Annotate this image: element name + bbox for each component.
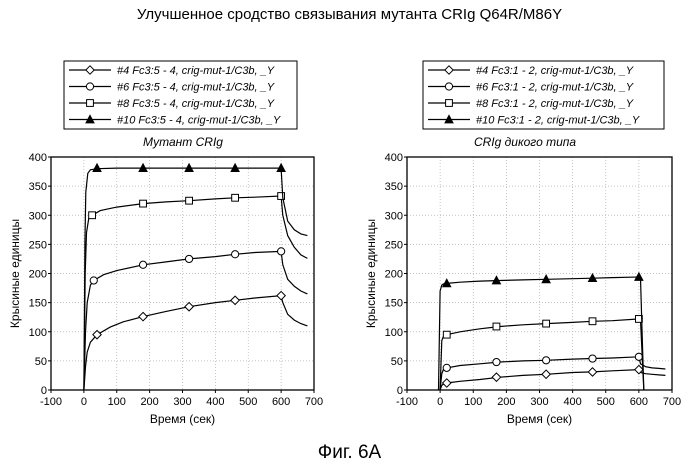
series-line-1 <box>440 370 665 390</box>
x-axis-label: Время (сек) <box>150 412 215 426</box>
x-tick-label: 700 <box>663 396 681 408</box>
x-tick-label: 600 <box>630 396 648 408</box>
y-axis-label: Крысиные единицы <box>8 219 22 328</box>
series-3-point <box>89 212 96 219</box>
series-2-point <box>443 364 450 371</box>
y-tick-label: 350 <box>385 181 403 193</box>
series-line-2 <box>84 251 308 390</box>
legend-label: #4 Fc3:5 - 4, crig-mut-1/C3b, _Y <box>117 65 275 77</box>
y-tick-label: 250 <box>385 239 403 251</box>
x-tick-label: 200 <box>497 396 515 408</box>
series-2-point <box>589 355 596 362</box>
series-line-4 <box>439 277 644 390</box>
x-tick-label: 400 <box>206 396 224 408</box>
series-line-4 <box>84 168 308 390</box>
y-tick-label: 0 <box>41 385 47 397</box>
series-1-point <box>185 303 193 311</box>
figure-canvas: -100010020030040050060070005010015020025… <box>0 0 699 440</box>
y-tick-label: 100 <box>29 327 47 339</box>
series-1-point <box>139 312 147 320</box>
series-1-point <box>492 373 500 381</box>
mutant-chart: -100010020030040050060070005010015020025… <box>8 61 323 426</box>
series-3-point <box>186 197 193 204</box>
series-3-point <box>589 318 596 325</box>
grid-lines <box>51 157 314 390</box>
y-tick-label: 200 <box>29 269 47 281</box>
series-4-point <box>93 164 101 172</box>
y-tick-label: 400 <box>29 152 47 164</box>
x-tick-label: 300 <box>173 396 191 408</box>
series-1-point <box>443 379 451 387</box>
series-2-point <box>493 358 500 365</box>
grid-lines <box>407 157 672 390</box>
y-tick-label: 250 <box>29 239 47 251</box>
y-tick-label: 50 <box>391 356 403 368</box>
series-3-point <box>493 323 500 330</box>
chart-title: CRIg дикого типа <box>474 135 576 149</box>
legend-label: #8 Fc3:5 - 4, crig-mut-1/C3b, _Y <box>117 98 275 110</box>
series-2-point <box>278 248 285 255</box>
x-tick-label: 500 <box>239 396 257 408</box>
legend-label: #10 Fc3:1 - 2, crig-mut-1/C3b, _Y <box>476 115 640 127</box>
legend-label: #6 Fc3:1 - 2, crig-mut-1/C3b, _Y <box>476 82 634 94</box>
series-1-point <box>542 370 550 378</box>
legend-marker <box>87 100 94 107</box>
legend-marker <box>446 100 453 107</box>
series-3-point <box>443 331 450 338</box>
x-tick-label: 700 <box>305 396 323 408</box>
x-axis-label: Время (сек) <box>507 412 572 426</box>
x-tick-label: 0 <box>81 396 87 408</box>
y-tick-label: 0 <box>397 385 403 397</box>
x-tick-label: 200 <box>140 396 158 408</box>
y-tick-label: 150 <box>29 298 47 310</box>
x-tick-label: 0 <box>437 396 443 408</box>
series-1-point <box>588 368 596 376</box>
legend-label: #10 Fc3:5 - 4, crig-mut-1/C3b, _Y <box>117 115 281 127</box>
x-tick-label: 500 <box>597 396 615 408</box>
legend-label: #4 Fc3:1 - 2, crig-mut-1/C3b, _Y <box>476 65 634 77</box>
series-2-point <box>543 357 550 364</box>
series-2-point <box>139 261 146 268</box>
y-tick-label: 100 <box>385 327 403 339</box>
legend-marker <box>86 83 93 90</box>
y-tick-label: 350 <box>29 181 47 193</box>
series-2-point <box>232 251 239 258</box>
x-tick-label: 300 <box>530 396 548 408</box>
y-axis-label: Крысиные единицы <box>364 219 378 328</box>
series-1-point <box>231 296 239 304</box>
x-tick-label: 100 <box>464 396 482 408</box>
series-line-1 <box>84 296 308 390</box>
y-tick-label: 200 <box>385 269 403 281</box>
x-tick-label: 600 <box>272 396 290 408</box>
series-1-point <box>277 291 285 299</box>
y-tick-label: 50 <box>35 356 47 368</box>
series-2-point <box>185 255 192 262</box>
series-3-point <box>140 200 147 207</box>
figure-caption: Фиг. 6А <box>0 442 699 464</box>
y-tick-label: 150 <box>385 298 403 310</box>
legend-label: #6 Fc3:5 - 4, crig-mut-1/C3b, _Y <box>117 82 275 94</box>
series-3-point <box>232 194 239 201</box>
series-2-point <box>90 277 97 284</box>
x-tick-label: -100 <box>396 396 418 408</box>
legend-label: #8 Fc3:1 - 2, crig-mut-1/C3b, _Y <box>476 98 634 110</box>
y-tick-label: 300 <box>385 210 403 222</box>
chart-title: Мутант CRIg <box>143 135 223 149</box>
legend-marker <box>445 83 452 90</box>
series-2-point <box>635 353 642 360</box>
x-tick-label: -100 <box>40 396 62 408</box>
y-tick-label: 400 <box>385 152 403 164</box>
x-tick-label: 100 <box>108 396 126 408</box>
wildtype-chart: -100010020030040050060070005010015020025… <box>364 61 681 426</box>
x-tick-label: 400 <box>563 396 581 408</box>
series-3-point <box>543 320 550 327</box>
series-line-3 <box>440 319 644 390</box>
y-tick-label: 300 <box>29 210 47 222</box>
